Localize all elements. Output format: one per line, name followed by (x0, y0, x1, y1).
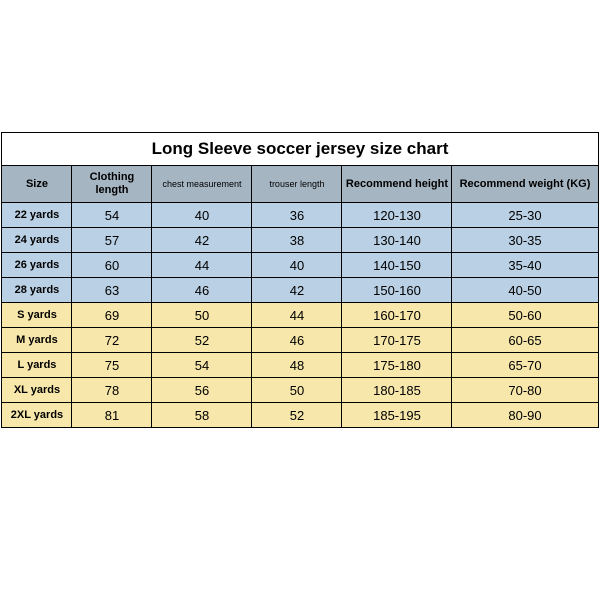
header-row: Size Clothing length chest measurement t… (2, 166, 598, 203)
size-chart-table: Long Sleeve soccer jersey size chart Siz… (1, 132, 598, 428)
table-cell: 81 (72, 403, 152, 428)
table-cell: 75 (72, 353, 152, 378)
table-cell: 180-185 (342, 378, 452, 403)
table-cell: 58 (152, 403, 252, 428)
table-cell: 38 (252, 228, 342, 253)
table-cell: 70-80 (452, 378, 598, 403)
size-chart-container: Long Sleeve soccer jersey size chart Siz… (0, 0, 600, 428)
table-cell: 52 (152, 328, 252, 353)
col-weight: Recommend weight (KG) (452, 166, 598, 203)
table-cell: 54 (72, 203, 152, 228)
table-cell: 44 (252, 303, 342, 328)
table-cell: 25-30 (452, 203, 598, 228)
table-cell: 60 (72, 253, 152, 278)
table-cell: 30-35 (452, 228, 598, 253)
table-cell: 130-140 (342, 228, 452, 253)
table-cell: 60-65 (452, 328, 598, 353)
table-cell: 24 yards (2, 228, 72, 253)
table-cell: 65-70 (452, 353, 598, 378)
table-row: L yards755448175-18065-70 (2, 353, 598, 378)
table-row: M yards725246170-17560-65 (2, 328, 598, 353)
table-cell: 26 yards (2, 253, 72, 278)
table-cell: 120-130 (342, 203, 452, 228)
table-cell: 35-40 (452, 253, 598, 278)
table-cell: 46 (252, 328, 342, 353)
table-cell: 44 (152, 253, 252, 278)
table-cell: 50 (252, 378, 342, 403)
table-row: 24 yards574238130-14030-35 (2, 228, 598, 253)
table-cell: 57 (72, 228, 152, 253)
table-cell: 46 (152, 278, 252, 303)
table-cell: 28 yards (2, 278, 72, 303)
table-cell: 80-90 (452, 403, 598, 428)
table-cell: 36 (252, 203, 342, 228)
table-cell: 72 (72, 328, 152, 353)
table-cell: 69 (72, 303, 152, 328)
table-cell: L yards (2, 353, 72, 378)
col-trouser: trouser length (252, 166, 342, 203)
table-cell: 175-180 (342, 353, 452, 378)
table-row: 26 yards604440140-15035-40 (2, 253, 598, 278)
table-cell: 63 (72, 278, 152, 303)
table-cell: 170-175 (342, 328, 452, 353)
table-row: XL yards785650180-18570-80 (2, 378, 598, 403)
table-cell: XL yards (2, 378, 72, 403)
table-cell: 52 (252, 403, 342, 428)
table-cell: 150-160 (342, 278, 452, 303)
chart-title: Long Sleeve soccer jersey size chart (2, 133, 598, 166)
col-size: Size (2, 166, 72, 203)
table-cell: 42 (152, 228, 252, 253)
table-row: 2XL yards815852185-19580-90 (2, 403, 598, 428)
table-cell: 185-195 (342, 403, 452, 428)
table-cell: M yards (2, 328, 72, 353)
col-height: Recommend height (342, 166, 452, 203)
table-cell: 160-170 (342, 303, 452, 328)
table-cell: 40-50 (452, 278, 598, 303)
table-cell: S yards (2, 303, 72, 328)
table-cell: 50 (152, 303, 252, 328)
table-cell: 78 (72, 378, 152, 403)
table-row: 28 yards634642150-16040-50 (2, 278, 598, 303)
table-cell: 48 (252, 353, 342, 378)
table-row: 22 yards544036120-13025-30 (2, 203, 598, 228)
table-cell: 22 yards (2, 203, 72, 228)
table-cell: 140-150 (342, 253, 452, 278)
table-cell: 50-60 (452, 303, 598, 328)
title-row: Long Sleeve soccer jersey size chart (2, 133, 598, 166)
table-cell: 56 (152, 378, 252, 403)
table-cell: 40 (252, 253, 342, 278)
col-length: Clothing length (72, 166, 152, 203)
table-body: 22 yards544036120-13025-3024 yards574238… (2, 203, 598, 428)
table-cell: 42 (252, 278, 342, 303)
table-row: S yards695044160-17050-60 (2, 303, 598, 328)
table-cell: 40 (152, 203, 252, 228)
table-cell: 2XL yards (2, 403, 72, 428)
col-chest: chest measurement (152, 166, 252, 203)
table-cell: 54 (152, 353, 252, 378)
